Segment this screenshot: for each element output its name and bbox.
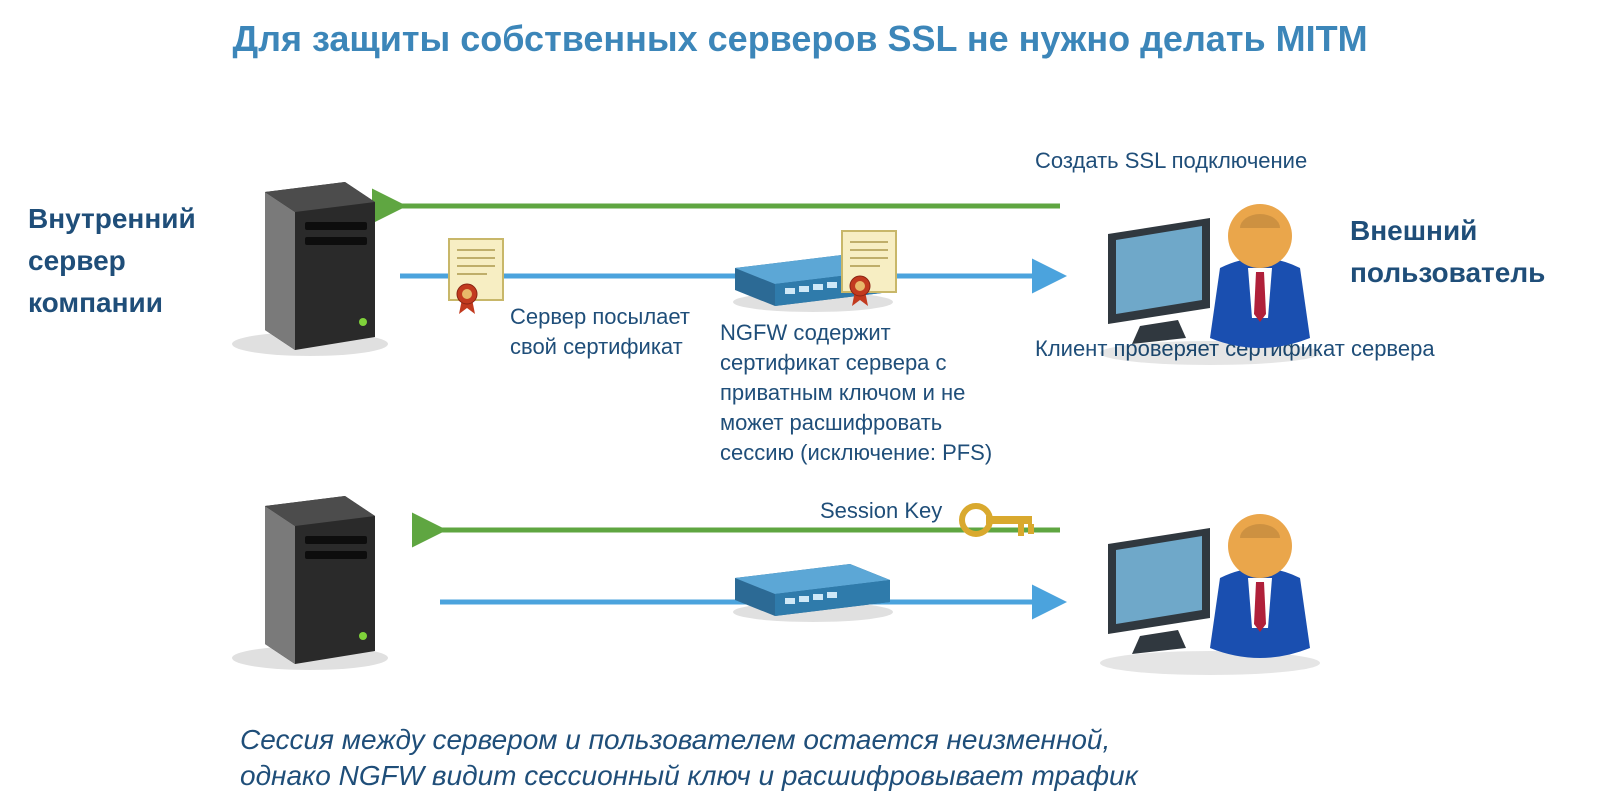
certificate-icon xyxy=(449,239,503,314)
footer-caption: Сессия между сервером и пользователем ос… xyxy=(240,722,1138,794)
user-label: Внешнийпользователь xyxy=(1350,210,1545,294)
ngfw-caption: NGFW содержитсертификат сервера сприватн… xyxy=(720,318,992,468)
page-title: Для защиты собственных серверов SSL не н… xyxy=(0,18,1600,60)
user-icon xyxy=(1100,514,1320,675)
cert-sent-label: Сервер посылаетсвой сертификат xyxy=(510,302,690,362)
session-key-label: Session Key xyxy=(820,498,942,524)
diagram-stage: Для защиты собственных серверов SSL не н… xyxy=(0,0,1600,794)
server-label: Внутреннийсерверкомпании xyxy=(28,198,196,324)
client-checks-label: Клиент проверяет сертификат сервера xyxy=(1035,336,1435,362)
server-icon xyxy=(232,182,388,356)
ngfw-icon xyxy=(733,254,893,312)
key-icon xyxy=(962,506,1034,536)
ngfw-icon xyxy=(733,564,893,622)
create-ssl-label: Создать SSL подключение xyxy=(1035,148,1307,174)
server-icon xyxy=(232,496,388,670)
certificate-icon xyxy=(842,231,896,306)
